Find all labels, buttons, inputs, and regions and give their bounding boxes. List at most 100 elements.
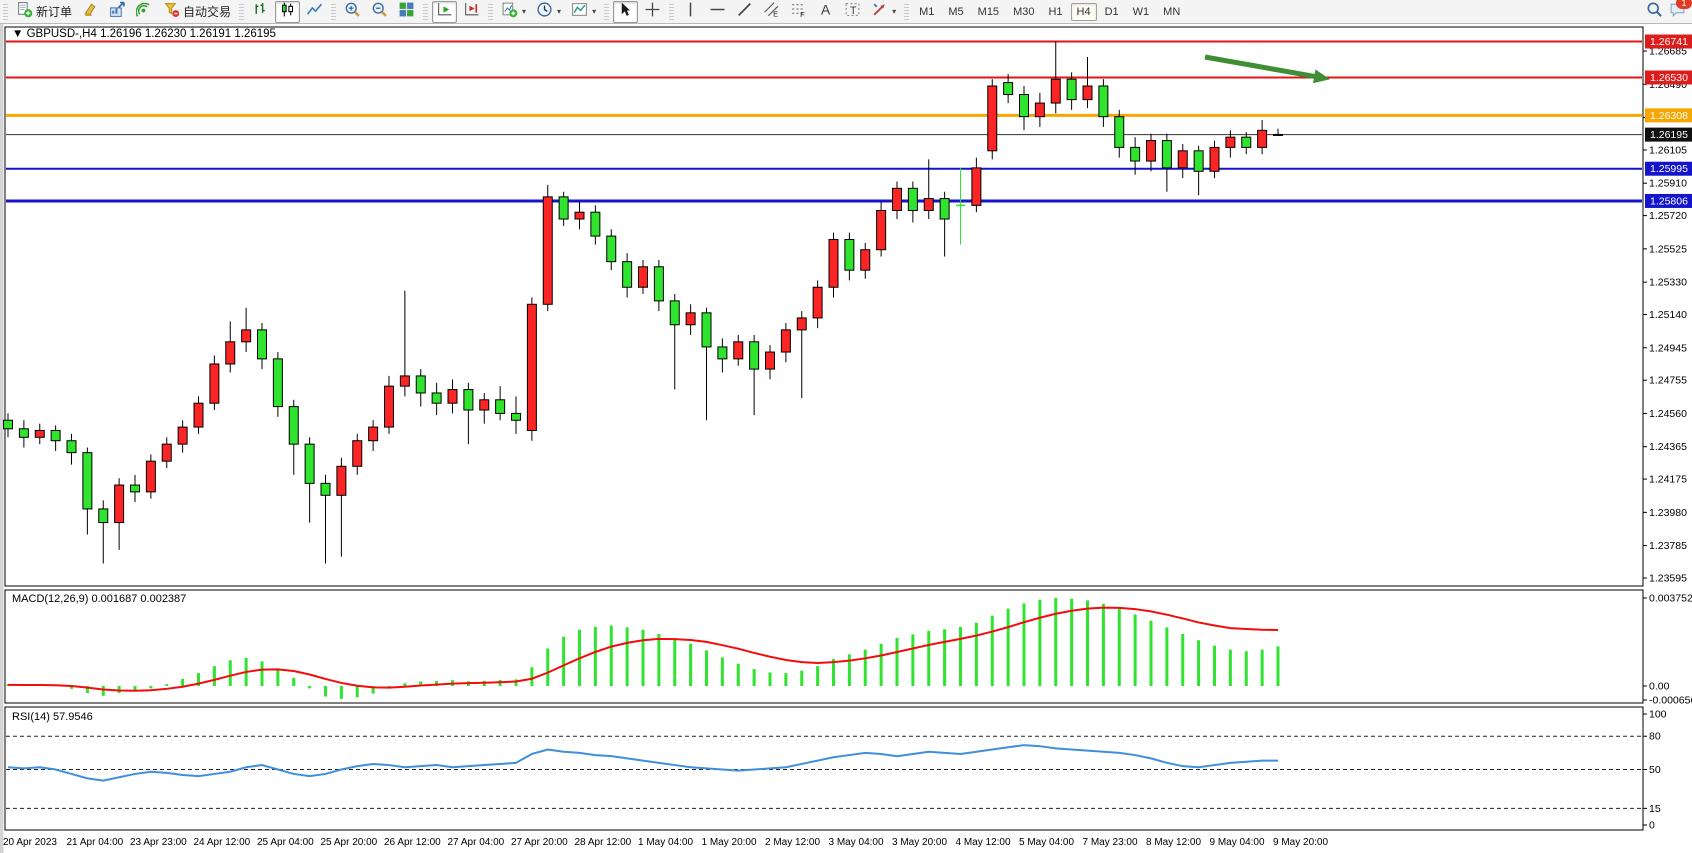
signals-button[interactable] — [132, 1, 157, 23]
timeframe-w1-button[interactable]: W1 — [1132, 5, 1150, 18]
candle-body — [18, 428, 29, 438]
candle-body — [1209, 146, 1220, 172]
time-label: 23 Apr 23:00 — [130, 837, 187, 848]
zoom-out-button[interactable] — [367, 1, 392, 23]
rsi-pane[interactable] — [4, 706, 1644, 831]
timeframe-mn-button[interactable]: MN — [1163, 5, 1181, 18]
candle-body — [193, 402, 204, 428]
time-label: 4 May 12:00 — [956, 837, 1011, 848]
zoomout-icon — [371, 1, 388, 23]
chevron-down-icon: ▾ — [592, 7, 597, 16]
shift-icon — [463, 1, 480, 23]
annotation-arrow-shaft[interactable] — [1204, 54, 1319, 80]
price-tick-label: 1.24365 — [1649, 441, 1687, 453]
signal-icon — [135, 1, 153, 23]
price-badge — [1645, 127, 1692, 142]
candle-body — [923, 198, 934, 211]
candle-body — [1114, 116, 1125, 148]
chart-shift-button[interactable] — [459, 1, 484, 23]
window-edge — [0, 23, 4, 853]
rsi-label: RSI(14) 57.9546 — [12, 711, 93, 723]
tile-windows-button[interactable] — [394, 1, 419, 23]
candle-body — [780, 329, 791, 353]
timeframe-m5-button[interactable]: M5 — [948, 5, 964, 18]
macd-pane[interactable] — [4, 589, 1644, 704]
candle-body — [114, 484, 125, 524]
candle-body — [1130, 146, 1141, 162]
rsi-tick-label: 50 — [1649, 764, 1661, 776]
equidistant-channel-button[interactable]: E — [759, 1, 784, 23]
candle-body — [844, 238, 855, 271]
horizontal-line-button[interactable] — [705, 1, 730, 23]
timeframe-m1-button[interactable]: M1 — [919, 5, 935, 18]
new-order-button[interactable]: 新订单 — [12, 1, 76, 23]
candle-body — [1003, 82, 1014, 96]
macd-signal-line — [7, 606, 1279, 692]
docplus-icon — [16, 1, 33, 23]
candle-body — [860, 249, 871, 271]
arrows-icon — [871, 1, 888, 23]
crosshair-icon — [644, 1, 661, 23]
candle-body — [225, 341, 236, 365]
text-button[interactable]: A — [813, 1, 838, 23]
auto-trading-button[interactable]: 自动交易 — [159, 1, 235, 23]
publish-chart-button[interactable] — [105, 1, 130, 23]
macd-tick-label: -0.000656 — [1649, 695, 1692, 707]
fibonacci-button[interactable]: F — [786, 1, 811, 23]
main-pane[interactable] — [4, 26, 1644, 587]
annotation-arrow-head[interactable] — [1313, 69, 1330, 84]
auto-scroll-button[interactable] — [432, 0, 458, 23]
rsi-tick-label: 80 — [1649, 731, 1661, 743]
cursor-button[interactable] — [613, 0, 639, 23]
macd-layer: MACD(12,26,9) 0.001687 0.002387 0.003752 0… — [6, 593, 1692, 707]
candle-body — [50, 429, 61, 442]
templates-button[interactable]: ▾ — [567, 1, 600, 23]
candles-layer — [3, 41, 1283, 564]
candle-body — [542, 196, 553, 305]
notifications-button[interactable]: 1 — [1669, 0, 1692, 23]
candle-body — [257, 329, 267, 360]
candle-body — [161, 443, 172, 462]
bar-chart-button[interactable] — [248, 1, 273, 23]
candle-body — [749, 341, 760, 370]
text-label-button[interactable]: T — [840, 1, 865, 23]
trendline-button[interactable] — [732, 1, 757, 23]
history-center-button[interactable] — [78, 1, 103, 23]
time-label: 3 May 20:00 — [892, 837, 947, 848]
candle-body — [336, 465, 347, 496]
timeframe-m30-button[interactable]: M30 — [1013, 5, 1035, 18]
time-axis[interactable]: 20 Apr 2023 21 Apr 04:00 23 Apr 23:00 24 Ap… — [3, 837, 1328, 848]
crosshair-button[interactable] — [640, 1, 665, 23]
indicators-button[interactable]: ▾ — [497, 1, 530, 23]
vertical-line-button[interactable] — [678, 1, 703, 23]
timeframe-h4-button[interactable]: H4 — [1070, 2, 1097, 21]
timeframe-h1-button[interactable]: H1 — [1048, 5, 1063, 18]
candle-body — [352, 440, 363, 467]
candle-body — [1161, 140, 1172, 169]
timeframe-m15-button[interactable]: M15 — [977, 5, 1000, 18]
time-label: 1 May 04:00 — [638, 837, 693, 848]
chart-window[interactable]: ▼ GBPUSD-,H4 1.26196 1.26230 1.26191 1.2… — [0, 23, 1692, 853]
zoom-in-button[interactable] — [340, 1, 365, 23]
arrows-button[interactable]: ▾ — [867, 1, 900, 23]
candle-body — [320, 482, 331, 496]
line-chart-button[interactable] — [302, 1, 327, 23]
time-label: 27 Apr 20:00 — [511, 837, 568, 848]
candle-body — [1050, 78, 1061, 104]
macd-label: MACD(12,26,9) 0.001687 0.002387 — [12, 593, 186, 605]
indplus-icon — [501, 1, 518, 23]
price-badge-label: 1.26741 — [1650, 36, 1688, 48]
candlestick-chart-button[interactable] — [275, 0, 301, 23]
rsi-layer: RSI(14) 57.9546 100 80 50 15 0 — [6, 709, 1667, 832]
price-tick-label: 1.25525 — [1649, 243, 1687, 255]
search-icon[interactable] — [1646, 1, 1663, 23]
price-badge — [1645, 193, 1692, 208]
candle-body — [796, 317, 807, 331]
periods-button[interactable]: ▾ — [532, 1, 565, 23]
hline-icon — [709, 1, 726, 23]
candle-body — [177, 426, 188, 445]
candle-body — [622, 261, 633, 288]
timeframe-d1-button[interactable]: D1 — [1104, 5, 1119, 18]
chart-canvas[interactable]: ▼ GBPUSD-,H4 1.26196 1.26230 1.26191 1.2… — [0, 23, 1692, 853]
candle-body — [130, 484, 140, 493]
